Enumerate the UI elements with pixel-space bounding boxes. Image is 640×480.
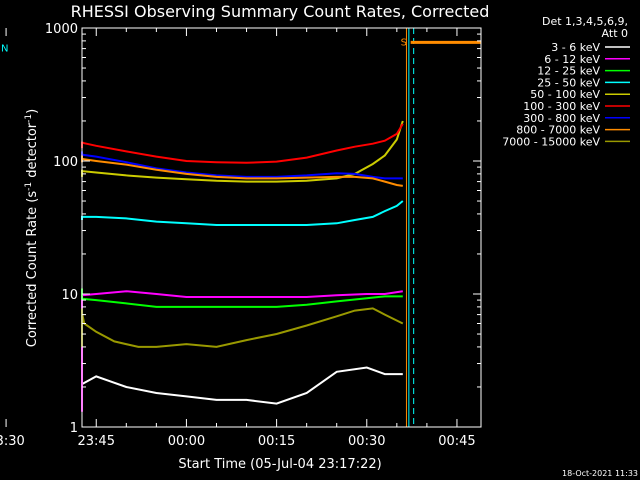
y-tick-label-1: 10: [61, 288, 78, 303]
ticks-layer: 23:30 23:45 00:00 00:15 00:30 00:45 1 10 100 1000: [0, 22, 481, 449]
legend-label-6: 300 - 800 keV: [523, 112, 600, 125]
markers-layer: NS: [1, 28, 481, 427]
legend-header-line-1: Det 1,3,4,5,6,9,: [542, 15, 628, 28]
saa-marker-S-label: S: [401, 37, 407, 48]
y-label-part-2: detector: [25, 122, 40, 182]
legend-label-0: 3 - 6 keV: [551, 41, 600, 54]
night-marker-N-label: N: [1, 44, 8, 55]
x-tick-label-1: 23:45: [78, 434, 115, 449]
y-label-part-1: Corrected Count Rate (s: [25, 191, 40, 348]
y-tick-label-2: 100: [53, 155, 78, 170]
x-tick-label-4: 00:30: [348, 434, 385, 449]
legend-label-2: 12 - 25 keV: [537, 65, 600, 78]
legend-label-1: 6 - 12 keV: [544, 53, 600, 66]
legend-header-line-2: Att 0: [602, 27, 628, 40]
chart-title: RHESSI Observing Summary Count Rates, Co…: [71, 2, 490, 21]
y-axis-label: Corrected Count Rate (s-1 detector-1): [24, 109, 40, 347]
legend-label-3: 25 - 50 keV: [537, 76, 600, 89]
y-label-part-3: ): [25, 109, 40, 114]
y-label-exp-1: -1: [24, 182, 34, 191]
legend-label-7: 800 - 7000 keV: [516, 124, 600, 137]
legend-label-4: 50 - 100 keV: [530, 88, 600, 101]
plot-frame: [81, 27, 482, 428]
x-tick-label-5: 00:45: [438, 434, 475, 449]
y-tick-label-3: 1000: [45, 22, 78, 37]
x-axis-label: Start Time (05-Jul-04 23:17:22): [178, 457, 381, 472]
footer-timestamp: 18-Oct-2021 11:33: [562, 469, 638, 478]
y-tick-label-0: 1: [70, 421, 78, 436]
x-tick-label-3: 00:15: [258, 434, 295, 449]
y-label-exp-2: -1: [24, 114, 34, 123]
legend-label-8: 7000 - 15000 keV: [502, 135, 600, 148]
x-tick-label-2: 00:00: [168, 434, 205, 449]
legend-label-5: 100 - 300 keV: [523, 100, 600, 113]
x-tick-label-0: 23:30: [0, 434, 25, 449]
